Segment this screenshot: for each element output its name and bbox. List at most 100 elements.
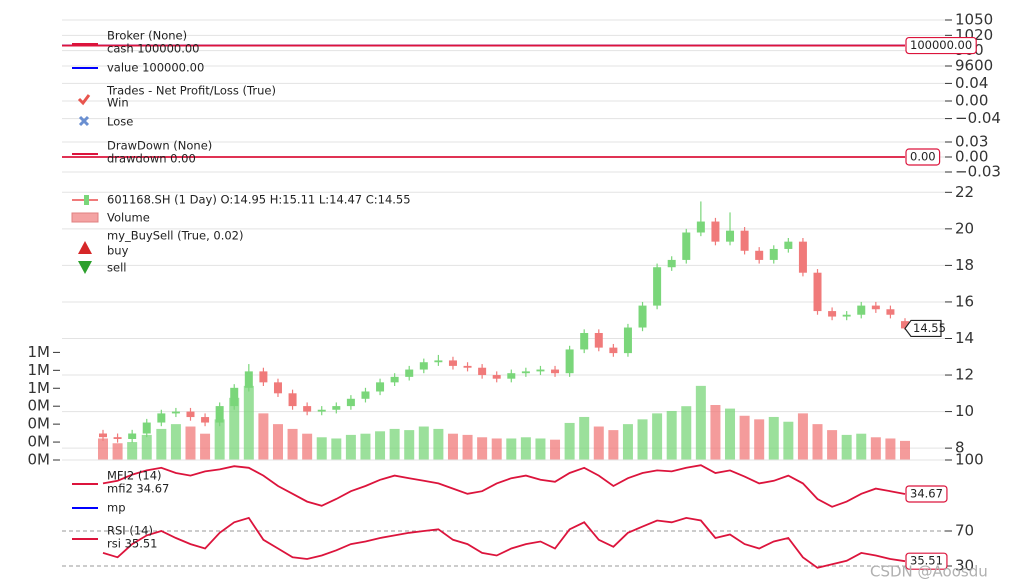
y-tick-label: 20 <box>955 219 974 237</box>
value-box-frame <box>905 148 941 166</box>
volume-bar <box>783 421 794 460</box>
volume-bar <box>564 422 575 460</box>
candle-body <box>886 309 895 315</box>
candle-body <box>230 387 239 407</box>
value-box: 14.55 <box>904 319 946 338</box>
volume-bar <box>316 437 327 460</box>
volume-bar <box>725 408 736 460</box>
volume-tick-label: 0M <box>28 433 51 451</box>
value-box-label: 14.55 <box>913 321 946 335</box>
volume-bar <box>812 424 823 460</box>
volume-bar <box>695 385 706 460</box>
volume-bar <box>170 424 181 460</box>
y-tick-label: −0.03 <box>955 163 1001 181</box>
candle-body <box>696 221 705 233</box>
candle-body <box>171 411 180 414</box>
volume-bar <box>754 419 765 460</box>
value-box-label: 100000.00 <box>910 38 972 52</box>
series-line <box>102 464 906 508</box>
legend-title: DrawDown (None) <box>107 139 212 153</box>
candle-body <box>653 267 662 306</box>
volume-bar <box>666 410 677 460</box>
volume-bar <box>637 419 648 460</box>
volume-bar <box>447 433 458 460</box>
candle-body <box>857 305 866 315</box>
value-box-frame <box>905 36 977 55</box>
candle-body <box>259 371 268 383</box>
volume-bar <box>506 438 517 460</box>
legend-buy-marker <box>78 241 92 254</box>
candle-body <box>726 230 735 242</box>
candle-body <box>99 433 107 438</box>
candle-body <box>842 314 851 317</box>
value-box: 100000.00 <box>905 36 977 55</box>
legend-label: mp <box>107 501 126 515</box>
volume-bar <box>870 437 881 460</box>
candle-body <box>142 422 151 434</box>
volume-bar <box>389 428 400 460</box>
candle-body <box>186 411 195 418</box>
y-tick-label: −0.04 <box>955 109 1001 127</box>
candle-body <box>784 241 793 249</box>
candle-body <box>682 232 691 260</box>
candle-body <box>303 406 312 412</box>
volume-bar <box>185 426 196 460</box>
y-tick-label: 100 <box>955 451 984 469</box>
volume-tick-label: 0M <box>28 451 51 469</box>
value-box: 34.67 <box>905 485 948 503</box>
candle-body <box>813 272 822 312</box>
y-tick-label: 0.00 <box>955 148 988 166</box>
candle-body <box>492 375 501 379</box>
legend-sell-marker <box>78 261 92 274</box>
candle-body <box>755 250 764 260</box>
candle-body <box>828 311 837 317</box>
y-tick-label: 14 <box>955 329 974 347</box>
legend-title: 601168.SH (1 Day) O:14.95 H:15.11 L:14.4… <box>107 193 411 207</box>
volume-tick-label: 1M <box>28 343 51 361</box>
volume-tick-label: 0M <box>28 397 51 415</box>
value-box-label: 35.51 <box>910 554 943 568</box>
volume-tick-label: 1M <box>28 361 51 379</box>
candle-body <box>317 409 326 412</box>
volume-bar <box>433 428 444 460</box>
candle-body <box>332 406 341 410</box>
volume-bar <box>841 434 852 460</box>
candle-body <box>507 373 516 379</box>
candle-body <box>434 360 443 363</box>
legend-label: Lose <box>107 115 133 129</box>
legend-title: MFI2 (14) <box>107 469 162 483</box>
candle-body <box>551 369 560 374</box>
volume-bar <box>550 439 561 460</box>
candle-body <box>769 248 778 260</box>
value-box: 0.00 <box>905 148 941 166</box>
y-tick-label: 0.03 <box>955 133 988 151</box>
candle-body <box>871 305 880 310</box>
y-tick-label: 12 <box>955 366 974 384</box>
volume-bar <box>856 433 867 460</box>
candle-body <box>798 241 807 273</box>
y-tick-label: 22 <box>955 183 974 201</box>
value-box-frame <box>904 319 942 338</box>
volume-bar <box>768 416 779 460</box>
legend-label: mfi2 34.67 <box>107 482 169 496</box>
volume-bar <box>127 442 138 460</box>
candle-body <box>361 391 370 399</box>
volume-bar <box>404 430 415 460</box>
volume-bar <box>608 430 619 460</box>
volume-bar <box>287 428 298 460</box>
volume-bar <box>229 397 240 460</box>
candle-body <box>113 437 122 439</box>
legend-title: my_BuySell (True, 0.02) <box>107 229 243 243</box>
candle-body <box>667 259 676 268</box>
volume-bar <box>331 438 342 460</box>
value-box-label: 34.67 <box>910 486 943 500</box>
candle-body <box>273 382 282 394</box>
watermark: CSDN @Aoosdu <box>870 563 988 581</box>
volume-bar <box>258 413 269 460</box>
candle-body <box>740 230 749 251</box>
volume-bar <box>375 431 386 460</box>
volume-bar <box>652 413 663 460</box>
value-box-frame <box>905 552 948 570</box>
candle-body <box>711 221 720 242</box>
volume-tick-label: 0M <box>28 415 51 433</box>
